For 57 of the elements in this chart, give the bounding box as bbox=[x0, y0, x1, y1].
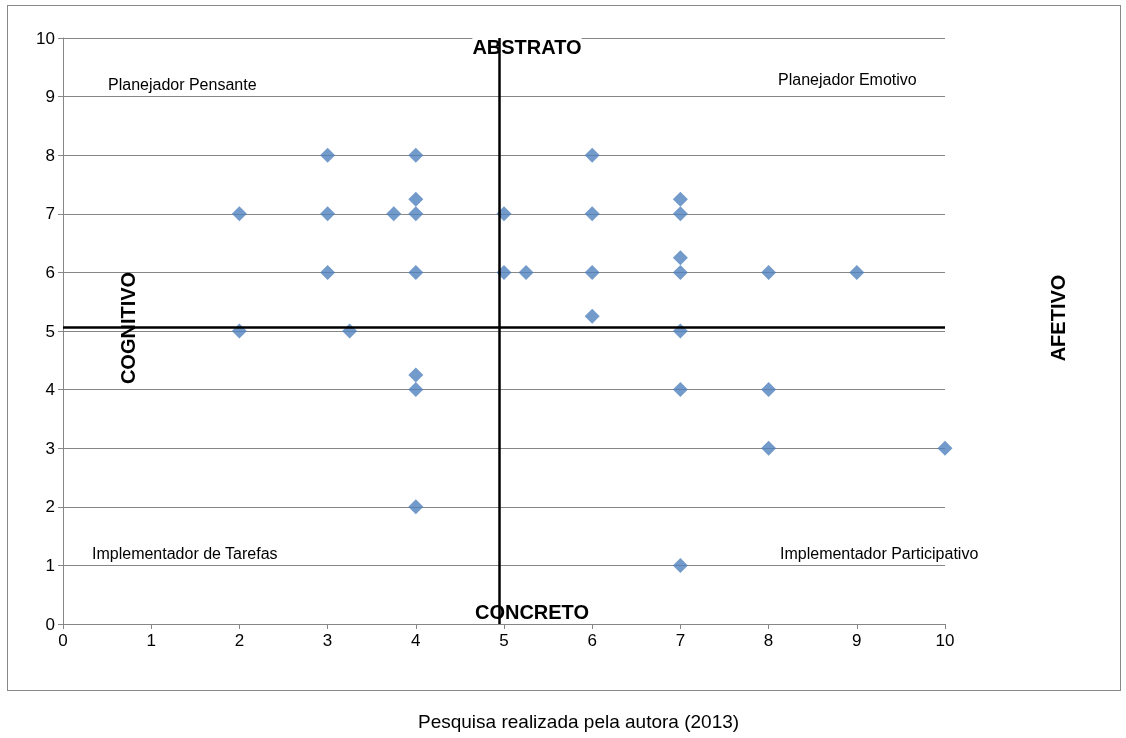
x-tick-label: 9 bbox=[852, 631, 862, 650]
x-tick-label: 4 bbox=[411, 631, 421, 650]
y-tick-label: 1 bbox=[45, 555, 55, 575]
point bbox=[937, 440, 953, 456]
point bbox=[761, 440, 777, 456]
point bbox=[408, 499, 424, 515]
x-tick-label: 8 bbox=[763, 631, 774, 650]
point bbox=[761, 264, 777, 280]
y-tick-label: 4 bbox=[45, 380, 55, 400]
annotation: Implementador de Tarefas bbox=[92, 544, 278, 562]
point bbox=[408, 367, 424, 383]
annotation: Planejador Emotivo bbox=[778, 70, 917, 88]
point bbox=[672, 264, 688, 280]
y-tick-label: 5 bbox=[45, 321, 55, 341]
point bbox=[320, 206, 336, 222]
text: AFETIVO bbox=[1047, 274, 1069, 362]
y-tick-label: 0 bbox=[45, 614, 55, 634]
x-tick-label: 5 bbox=[499, 631, 509, 650]
x-tick-label: 6 bbox=[587, 631, 597, 650]
point bbox=[320, 264, 336, 280]
point bbox=[584, 308, 600, 324]
point bbox=[761, 382, 777, 398]
point bbox=[672, 250, 688, 266]
point bbox=[518, 264, 534, 280]
y-tick-label: 10 bbox=[36, 28, 55, 48]
y-tick-label: 6 bbox=[45, 262, 55, 282]
point bbox=[231, 206, 247, 222]
annotation: COGNITIVO bbox=[117, 271, 139, 385]
point bbox=[408, 206, 424, 222]
annotation: Planejador Pensante bbox=[108, 75, 257, 93]
y-tick-label: 2 bbox=[45, 497, 55, 517]
point bbox=[672, 382, 688, 398]
point bbox=[584, 147, 600, 163]
point bbox=[849, 264, 865, 280]
x-tick-label: 7 bbox=[675, 631, 686, 650]
point bbox=[408, 382, 424, 398]
text: Pesquisa realizada pela autora (2013) bbox=[418, 711, 740, 732]
point bbox=[408, 191, 424, 207]
x-tick-label: 1 bbox=[146, 631, 156, 650]
point bbox=[672, 191, 688, 207]
point bbox=[408, 147, 424, 163]
point bbox=[320, 147, 336, 163]
y-tick-label: 9 bbox=[45, 87, 55, 107]
y-tick-label: 3 bbox=[45, 438, 55, 458]
x-tick-label: 0 bbox=[58, 631, 68, 650]
y-tick-label: 8 bbox=[45, 145, 55, 165]
point bbox=[584, 264, 600, 280]
x-tick-label: 2 bbox=[234, 631, 245, 650]
point bbox=[386, 206, 402, 222]
point bbox=[672, 557, 688, 573]
point bbox=[408, 264, 424, 280]
point bbox=[672, 206, 688, 222]
annotation: Implementador Participativo bbox=[780, 544, 979, 562]
y-tick-label: 7 bbox=[45, 204, 55, 224]
x-tick-label: 3 bbox=[322, 631, 333, 650]
x-tick-label: 10 bbox=[935, 631, 955, 650]
point bbox=[584, 206, 600, 222]
